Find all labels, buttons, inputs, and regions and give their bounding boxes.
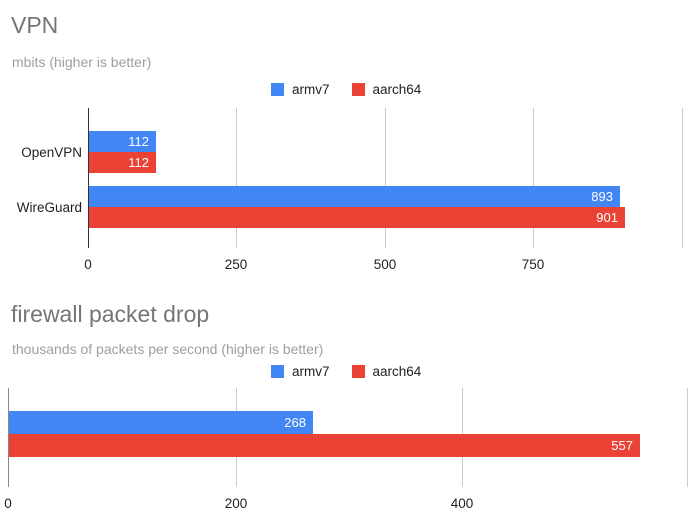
- bar-wireguard-aarch64[interactable]: 901: [89, 207, 625, 228]
- chart-subtitle: mbits (higher is better): [12, 54, 152, 70]
- chart-legend: armv7 aarch64: [271, 81, 421, 97]
- x-tick-label-750: 750: [521, 257, 545, 272]
- x-tick-label-500: 500: [373, 257, 397, 272]
- legend-label-armv7: armv7: [292, 363, 330, 379]
- chart-title: firewall packet drop: [11, 301, 210, 327]
- legend-label-aarch64: aarch64: [372, 363, 422, 379]
- category-label-openvpn: OpenVPN: [21, 145, 82, 160]
- chart-legend: armv7 aarch64: [271, 363, 421, 379]
- legend-swatch-aarch64: [351, 364, 365, 378]
- legend-entry-armv7[interactable]: armv7: [271, 81, 330, 97]
- legend-label-aarch64: aarch64: [372, 81, 422, 97]
- chart-title: VPN: [11, 12, 59, 38]
- gridline-500: [385, 108, 386, 248]
- x-tick-label-0: 0: [4, 496, 12, 511]
- legend-entry-armv7[interactable]: armv7: [271, 363, 330, 379]
- legend-label-armv7: armv7: [292, 81, 330, 97]
- bar-value-firewall-aarch64: 557: [611, 438, 633, 453]
- bar-openvpn-armv7[interactable]: 112: [89, 131, 156, 152]
- y-axis-line: [8, 388, 9, 487]
- bar-firewall-armv7[interactable]: 268: [9, 411, 313, 434]
- gridline-1000: [682, 108, 683, 248]
- legend-swatch-armv7: [271, 82, 284, 96]
- gridline-250: [236, 108, 237, 248]
- legend-entry-aarch64[interactable]: aarch64: [351, 363, 422, 379]
- chart-subtitle: thousands of packets per second (higher …: [12, 341, 324, 357]
- bar-value-wireguard-aarch64: 901: [596, 210, 618, 225]
- bar-firewall-aarch64[interactable]: 557: [9, 434, 640, 457]
- chart-vpn: VPN mbits (higher is better) armv7 aarch…: [11, 12, 683, 272]
- bar-value-wireguard-armv7: 893: [591, 189, 613, 204]
- gridline-600: [687, 388, 688, 487]
- x-tick-label-0: 0: [84, 257, 92, 272]
- chart-firewall-packet-drop: firewall packet drop thousands of packet…: [0, 285, 698, 523]
- legend-entry-aarch64[interactable]: aarch64: [351, 81, 422, 97]
- plot-area: 268 557 0 200 400: [0, 285, 698, 523]
- bar-value-openvpn-armv7: 112: [128, 134, 149, 149]
- gridline-750: [533, 108, 534, 248]
- bar-value-firewall-armv7: 268: [284, 415, 306, 430]
- x-tick-label-200: 200: [224, 496, 248, 511]
- legend-swatch-armv7: [271, 364, 284, 378]
- bar-openvpn-aarch64[interactable]: 112: [89, 152, 156, 173]
- legend-swatch-aarch64: [351, 82, 365, 96]
- y-axis-line: [88, 108, 89, 248]
- bar-value-openvpn-aarch64: 112: [128, 155, 149, 170]
- category-label-wireguard: WireGuard: [16, 200, 82, 215]
- x-tick-label-250: 250: [224, 257, 248, 272]
- plot-area: OpenVPN 112 112 WireGuard 893 901 0 250 …: [16, 108, 683, 272]
- bar-wireguard-armv7[interactable]: 893: [89, 186, 620, 207]
- x-tick-label-400: 400: [450, 496, 474, 511]
